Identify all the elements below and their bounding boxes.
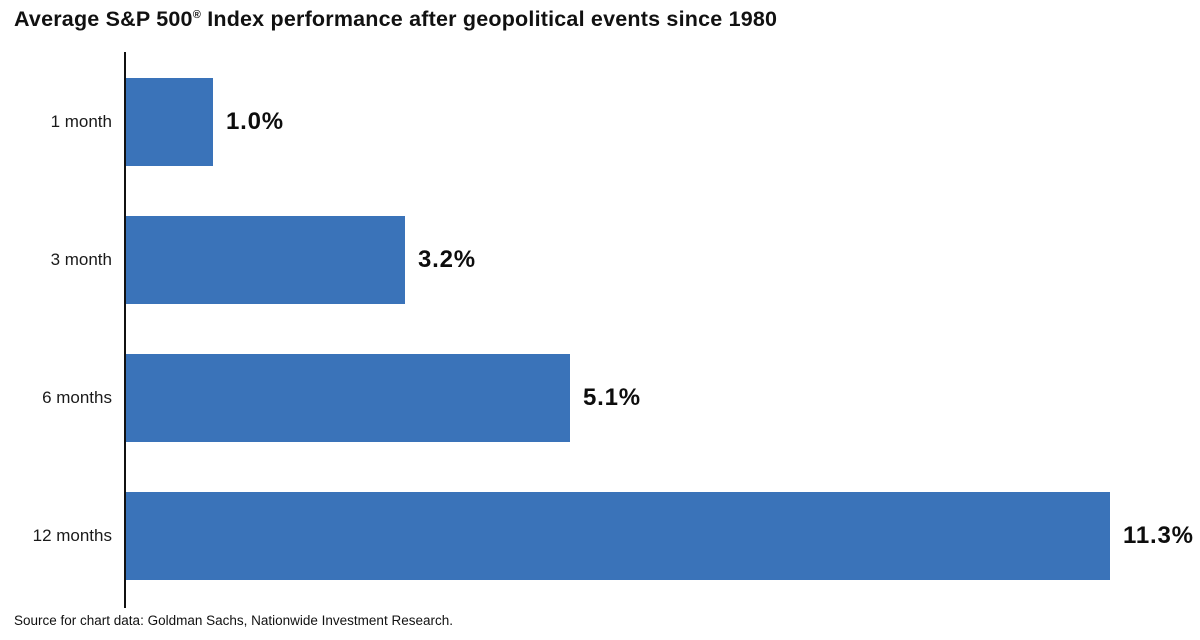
chart-title-suffix: Index performance after geopolitical eve… (201, 7, 778, 31)
registered-trademark-symbol: ® (192, 9, 202, 21)
source-note: Source for chart data: Goldman Sachs, Na… (14, 613, 453, 628)
bar (126, 78, 213, 166)
chart-title: Average S&P 500® Index performance after… (14, 7, 777, 32)
value-label: 3.2% (418, 246, 476, 273)
chart-title-prefix: Average S&P 500 (14, 7, 193, 31)
value-label: 11.3% (1123, 522, 1194, 549)
category-label: 1 month (50, 112, 112, 131)
value-label: 5.1% (583, 384, 641, 411)
category-label: 12 months (32, 526, 112, 545)
value-label: 1.0% (226, 108, 284, 135)
category-label: 6 months (42, 388, 112, 407)
category-label: 3 month (50, 250, 112, 269)
y-axis-line (124, 52, 126, 608)
plot-area: 1 month 1.0% 3 month 3.2% 6 months 5.1% 12 mon… (0, 52, 1200, 608)
bar (126, 354, 570, 442)
bar (126, 492, 1110, 580)
bar (126, 216, 405, 304)
